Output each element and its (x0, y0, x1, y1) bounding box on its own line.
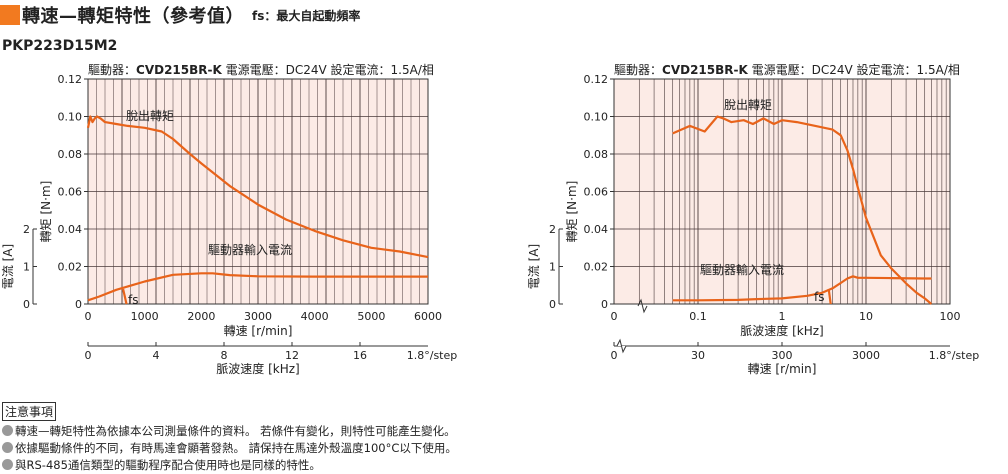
y-tick-label: 0.04 (584, 223, 609, 236)
note-item-2: 依據驅動條件的不同，有時馬達會顯著發熱。 請保持在馬達外殼溫度100°C以下使用… (2, 440, 457, 457)
x-tick-label: 1000 (131, 310, 159, 323)
notes-heading: 注意事項 (2, 402, 57, 421)
series-label: 驅動器輸入電流 (700, 262, 784, 277)
series-label: 脫出轉矩 (724, 97, 772, 112)
x-tick-label: 0 (85, 310, 92, 323)
y-tick-label: 0.02 (584, 261, 609, 274)
x-tick-label: 0.1 (689, 310, 707, 323)
x-tick-label: 2000 (187, 310, 215, 323)
x-axis-label: 脈波速度 [kHz] (740, 323, 823, 338)
model-name: PKP223D15M2 (2, 38, 118, 54)
notes-section: 注意事項 轉速—轉矩特性為依據本公司測量條件的資料。 若條件有變化，則特性可能產… (2, 402, 457, 474)
pulse-tick-label: 12 (285, 349, 299, 362)
series-label: 脫出轉矩 (126, 108, 174, 123)
y-tick-label: 0 (601, 298, 608, 311)
y-tick-label: 0.12 (58, 73, 83, 86)
series-line-1 (87, 272, 428, 302)
y-tick-label: 0.10 (58, 111, 83, 124)
driver-label: 驅動器： (614, 63, 662, 77)
current-axis-label: 電流 [A] (1, 244, 15, 289)
y-axis-label: 轉矩 [N·m] (39, 181, 53, 243)
current-tick-label: 2 (23, 223, 30, 236)
series-line-0 (672, 115, 933, 305)
series-label: 驅動器輸入電流 (208, 242, 292, 257)
bullet-icon (2, 442, 13, 453)
driver-label: 驅動器： (88, 63, 136, 77)
page-subtitle: fs：最大自起動頻率 (252, 8, 361, 23)
note-item-3: 與RS-485通信類型的驅動程序配合使用時也是同樣的特性。 (2, 457, 457, 474)
note-text: 依據驅動條件的不同，有時馬達會顯著發熱。 請保持在馬達外殼溫度100°C以下使用… (15, 441, 457, 455)
series-label: fs (814, 290, 824, 304)
pulse-axis-label: 轉速 [r/min] (748, 362, 817, 376)
pulse-tick-label: 0 (85, 349, 92, 362)
series-line-2 (122, 288, 128, 305)
note-text: 轉速—轉矩特性為依據本公司測量條件的資料。 若條件有變化，則特性可能產生變化。 (15, 424, 456, 438)
current-axis-label: 電流 [A] (527, 244, 541, 289)
y-tick-label: 0.04 (58, 223, 83, 236)
pulse-tick-label: 8 (221, 349, 228, 362)
driver-model: CVD215BR-K (662, 63, 748, 77)
x-tick-label: 100 (940, 310, 961, 323)
y-tick-label: 0 (75, 298, 82, 311)
x-tick-label: 3000 (244, 310, 272, 323)
pulse-axis-label: 脈波速度 [kHz] (216, 361, 299, 376)
set-current: 設定電流：1.5A/相 (327, 62, 434, 77)
note-item-1: 轉速—轉矩特性為依據本公司測量條件的資料。 若條件有變化，則特性可能產生變化。 (2, 423, 457, 440)
x-axis-label: 轉速 [r/min] (224, 324, 293, 338)
pulse-tick-label: 16 (353, 349, 367, 362)
current-tick-label: 0 (549, 298, 556, 311)
x-tick-label: 4000 (301, 310, 329, 323)
x-tick-label: 1 (779, 310, 786, 323)
pulse-tick-label: 0 (611, 349, 618, 362)
title-bar: 轉速—轉矩特性（參考值） fs：最大自起動頻率 (0, 4, 361, 27)
current-tick-label: 2 (549, 223, 556, 236)
driver-info: 驅動器：CVD215BR-K 電源電壓：DC24V 設定電流：1.5A/相 (614, 62, 960, 77)
bullet-icon (2, 425, 13, 436)
y-tick-label: 0.06 (58, 186, 83, 199)
title-accent-square (0, 5, 20, 25)
series-label: fs (128, 293, 138, 307)
current-tick-label: 0 (23, 298, 30, 311)
x-tick-label: 5000 (357, 310, 385, 323)
series-line-0 (86, 115, 429, 259)
x-tick-label: 10 (859, 310, 873, 323)
axis-break-mark (637, 298, 648, 314)
page-title: 轉速—轉矩特性（參考值） (22, 6, 244, 27)
y-axis-label: 轉矩 [N·m] (565, 181, 579, 243)
x-tick-label: 6000 (414, 310, 442, 323)
series-line-1 (672, 275, 932, 302)
x-tick-label: 0 (611, 310, 618, 323)
bullet-icon (2, 459, 13, 470)
charts-svg: 00.020.040.060.080.100.120 1000 2000 3000 40… (1, 62, 980, 376)
note-text: 與RS-485通信類型的驅動程序配合使用時也是同樣的特性。 (15, 458, 321, 472)
current-tick-label: 1 (549, 261, 556, 274)
y-tick-label: 0.02 (58, 261, 83, 274)
step-angle-label: 1.8°/step (929, 349, 980, 362)
pulse-tick-label: 30 (691, 349, 705, 362)
driver-model: CVD215BR-K (136, 63, 222, 77)
supply-voltage: 電源電壓：DC24V (748, 63, 854, 77)
pulse-tick-label: 3000 (852, 349, 880, 362)
driver-info: 驅動器：CVD215BR-K 電源電壓：DC24V 設定電流：1.5A/相 (88, 62, 434, 77)
y-tick-label: 0.08 (58, 148, 83, 161)
series-line-2 (827, 288, 832, 305)
supply-voltage: 電源電壓：DC24V (222, 63, 328, 77)
current-tick-label: 1 (23, 261, 30, 274)
set-current: 設定電流：1.5A/相 (853, 62, 960, 77)
y-tick-label: 0.10 (584, 111, 609, 124)
step-angle-label: 1.8°/step (407, 349, 458, 362)
y-tick-label: 0.12 (584, 73, 609, 86)
pulse-tick-label: 4 (153, 349, 160, 362)
pulse-tick-label: 300 (772, 349, 793, 362)
y-tick-label: 0.06 (584, 186, 609, 199)
y-tick-label: 0.08 (584, 148, 609, 161)
axis-break-mark (616, 338, 627, 354)
